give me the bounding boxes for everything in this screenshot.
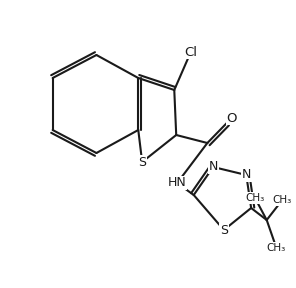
Text: CH₃: CH₃ (267, 243, 286, 253)
Text: S: S (138, 156, 146, 168)
Text: HN: HN (168, 177, 186, 190)
Text: N: N (208, 160, 218, 173)
Text: CH₃: CH₃ (273, 195, 292, 205)
Text: O: O (226, 111, 237, 124)
Text: N: N (242, 168, 251, 181)
Text: S: S (220, 223, 228, 236)
Text: CH₃: CH₃ (245, 193, 265, 203)
Text: Cl: Cl (184, 46, 197, 58)
